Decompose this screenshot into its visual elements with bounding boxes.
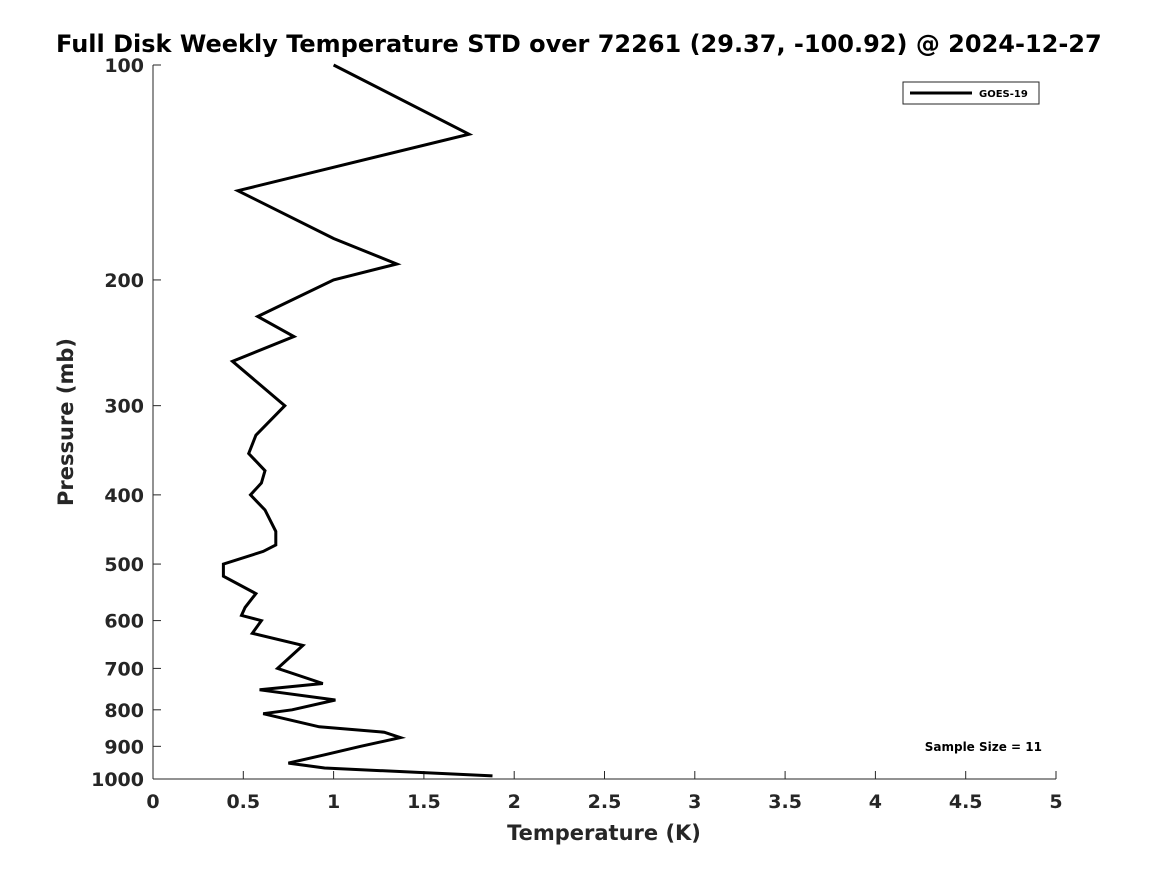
chart-title: Full Disk Weekly Temperature STD over 72… — [56, 30, 1102, 58]
y-tick-label: 500 — [104, 554, 144, 576]
x-tick-label: 5 — [1049, 791, 1062, 813]
x-tick-label: 4 — [869, 791, 882, 813]
legend-label-goes-19: GOES-19 — [979, 89, 1028, 100]
x-tick-label: 0 — [146, 791, 159, 813]
x-tick-label: 3.5 — [768, 791, 802, 813]
y-tick-label: 700 — [104, 658, 144, 680]
x-tick-label: 0.5 — [226, 791, 260, 813]
y-tick-label: 400 — [104, 485, 144, 507]
x-axis-label: Temperature (K) — [507, 821, 701, 845]
y-tick-label: 600 — [104, 611, 144, 633]
y-tick-label: 800 — [104, 700, 144, 722]
y-axis-label: Pressure (mb) — [54, 338, 78, 506]
x-tick-label: 1.5 — [407, 791, 441, 813]
y-tick-label: 900 — [104, 736, 144, 758]
series-layer — [221, 63, 493, 778]
sample-size-annotation: Sample Size = 11 — [925, 740, 1042, 754]
x-axis-ticks: 0 0.5 1 1.5 2 2.5 3 3.5 4 4.5 5 — [146, 771, 1063, 813]
y-tick-label: 100 — [104, 55, 144, 77]
x-tick-label: 2.5 — [588, 791, 622, 813]
y-tick-label: 200 — [104, 270, 144, 292]
y-axis-ticks: 100 200 300 400 500 600 700 800 900 1000 — [91, 55, 161, 791]
x-tick-label: 4.5 — [949, 791, 983, 813]
x-tick-label: 3 — [688, 791, 701, 813]
y-tick-label: 300 — [104, 396, 144, 418]
series-line-goes-19 — [221, 63, 493, 778]
legend: GOES-19 — [902, 81, 1040, 105]
x-tick-label: 2 — [508, 791, 521, 813]
y-tick-label: 1000 — [91, 769, 144, 791]
x-tick-label: 1 — [327, 791, 340, 813]
